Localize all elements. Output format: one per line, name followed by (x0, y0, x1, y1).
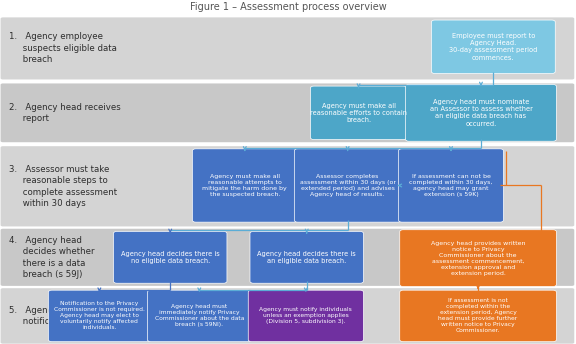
Text: Agency head decides there is
no eligible data breach.: Agency head decides there is no eligible… (121, 251, 219, 264)
Text: Agency head provides written
notice to Privacy
Commissioner about the
assessment: Agency head provides written notice to P… (431, 241, 525, 276)
FancyBboxPatch shape (400, 290, 556, 342)
FancyBboxPatch shape (1, 146, 574, 226)
Text: Employee must report to
Agency Head.
30-day assessment period
commences.: Employee must report to Agency Head. 30-… (449, 33, 537, 61)
Text: 4.   Agency head
     decides whether
     there is a data
     breach (s 59J): 4. Agency head decides whether there is … (9, 236, 94, 279)
Text: Agency must make all
reasonable efforts to contain
breach.: Agency must make all reasonable efforts … (310, 103, 407, 123)
Text: 3.   Assessor must take
     reasonable steps to
     complete assessment
     w: 3. Assessor must take reasonable steps t… (9, 165, 117, 208)
Text: Agency head must nominate
an Assessor to assess whether
an eligible data breach : Agency head must nominate an Assessor to… (430, 99, 532, 127)
FancyBboxPatch shape (48, 290, 150, 342)
FancyBboxPatch shape (400, 230, 556, 287)
FancyBboxPatch shape (399, 149, 503, 222)
FancyBboxPatch shape (431, 20, 555, 74)
Text: Assessor completes
assessment within 30 days (or
extended period) and advises
Ag: Assessor completes assessment within 30 … (300, 174, 396, 197)
Text: Figure 1 – Assessment process overview: Figure 1 – Assessment process overview (190, 2, 386, 12)
FancyBboxPatch shape (294, 149, 401, 222)
Text: 1.   Agency employee
     suspects eligible data
     breach: 1. Agency employee suspects eligible dat… (9, 32, 116, 64)
FancyBboxPatch shape (1, 84, 574, 142)
FancyBboxPatch shape (310, 86, 407, 140)
Text: Notification to the Privacy
Commissioner is not required.
Agency head may elect : Notification to the Privacy Commissioner… (54, 301, 145, 331)
FancyBboxPatch shape (248, 290, 363, 342)
Text: Agency must notify individuals
unless an exemption applies
(Division 5, subdivis: Agency must notify individuals unless an… (259, 308, 353, 324)
Text: If assessment is not
completed within the
extension period, Agency
head must pro: If assessment is not completed within th… (438, 299, 518, 333)
FancyBboxPatch shape (113, 232, 227, 283)
FancyBboxPatch shape (192, 149, 297, 222)
Text: Agency must make all
reasonable attempts to
mitigate the harm done by
the suspec: Agency must make all reasonable attempts… (202, 174, 287, 197)
FancyBboxPatch shape (1, 288, 574, 344)
FancyBboxPatch shape (406, 84, 556, 141)
FancyBboxPatch shape (1, 229, 574, 286)
Text: If assessment can not be
completed within 30 days,
agency head may grant
extensi: If assessment can not be completed withi… (410, 174, 492, 197)
Text: Agency head must
immediately notify Privacy
Commissioner about the data
breach (: Agency head must immediately notify Priv… (154, 304, 244, 327)
FancyBboxPatch shape (250, 232, 363, 283)
Text: 2.   Agency head receives
     report: 2. Agency head receives report (9, 103, 120, 123)
Text: Agency head decides there is
an eligible data breach.: Agency head decides there is an eligible… (257, 251, 356, 264)
FancyBboxPatch shape (147, 290, 251, 342)
Text: 5.   Agency head
     notification: 5. Agency head notification (9, 306, 82, 326)
FancyBboxPatch shape (1, 18, 574, 79)
